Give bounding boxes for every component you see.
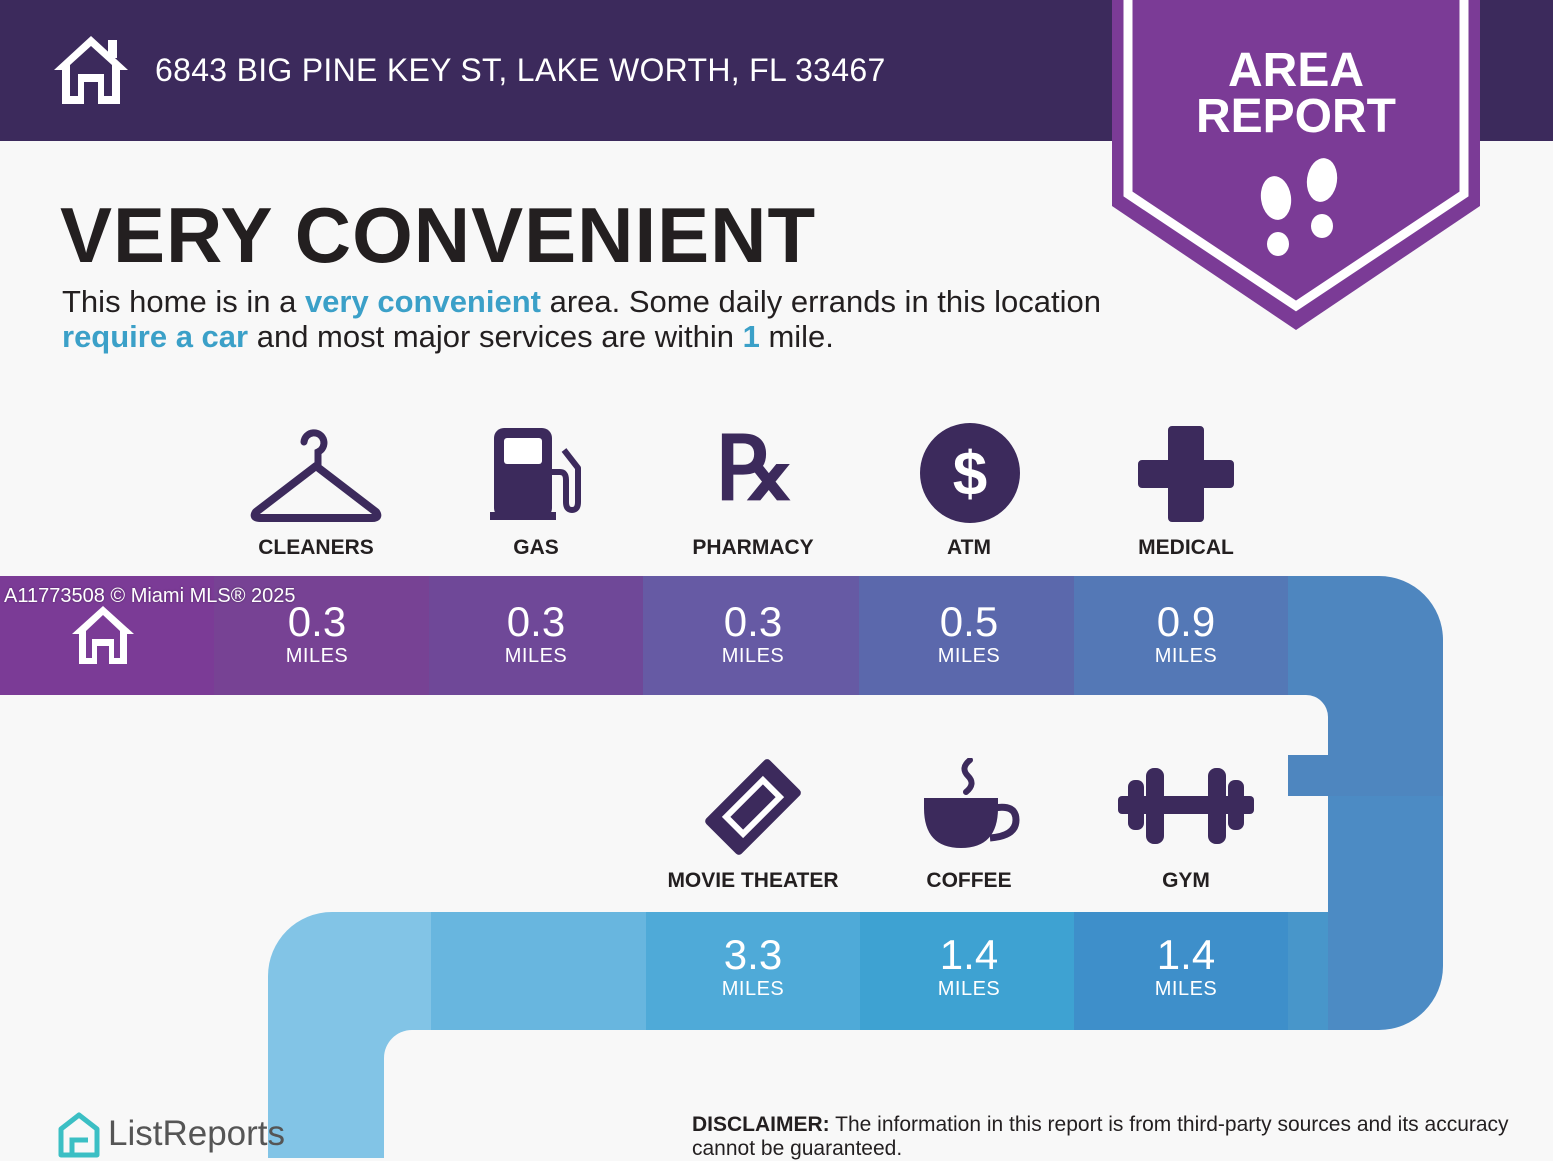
path-segment [646, 912, 860, 1030]
headline: VERY CONVENIENT [60, 191, 817, 279]
label-pharmacy: PHARMACY [692, 536, 814, 559]
path-segment [1288, 912, 1328, 1030]
svg-text:$: $ [953, 440, 987, 509]
disclaimer: DISCLAIMER: The information in this repo… [692, 1113, 1509, 1160]
area-report-badge [1112, 0, 1480, 330]
home-marker-icon [72, 606, 134, 664]
distance-coffee: 1.4 MILES [937, 931, 1001, 1001]
badge-line2: REPORT [1195, 90, 1396, 143]
description: This home is in a very convenient area. … [62, 284, 1101, 354]
dumbbell-icon [1118, 768, 1254, 844]
label-medical: MEDICAL [1138, 536, 1234, 559]
medical-cross-icon [1138, 426, 1234, 522]
footprints-icon [1260, 158, 1338, 256]
path-segment [214, 576, 429, 695]
path-segment [1074, 576, 1288, 695]
distance-movie-theater: 3.3 MILES [721, 931, 785, 1001]
label-coffee: COFFEE [926, 869, 1012, 892]
path-corner-inner [1288, 695, 1328, 755]
listreports-logo-icon [58, 1112, 100, 1158]
path-right-vertical [1328, 796, 1443, 1030]
listreports-logo-text: ListReports [108, 1114, 286, 1153]
path-segment [860, 912, 1074, 1030]
house-icon [54, 36, 128, 104]
label-gym: GYM [1162, 869, 1210, 892]
badge-line1: AREA [1227, 44, 1364, 97]
path-segment [429, 576, 643, 695]
rx-icon: ℞ [716, 416, 795, 520]
distance-pharmacy: 0.3 MILES [721, 598, 785, 668]
label-cleaners: CLEANERS [258, 536, 374, 559]
path-segment [643, 576, 859, 695]
distance-gym: 1.4 MILES [1154, 931, 1218, 1001]
distance-cleaners: 0.3 MILES [285, 598, 349, 668]
gas-pump-icon [490, 428, 581, 520]
path-corner-inner [384, 1030, 431, 1158]
path-corner-top [1288, 576, 1443, 796]
ticket-icon [705, 759, 801, 855]
distance-atm: 0.5 MILES [937, 598, 1001, 668]
area-report-title: AREA REPORT [1112, 44, 1480, 143]
coffee-cup-icon [924, 758, 1020, 848]
label-movie-theater: MOVIE THEATER [667, 869, 839, 892]
path-segment [859, 576, 1074, 695]
path-segment [1074, 912, 1288, 1030]
property-address: 6843 BIG PINE KEY ST, LAKE WORTH, FL 334… [155, 52, 886, 88]
dollar-icon: $ [920, 423, 1020, 523]
distance-medical: 0.9 MILES [1154, 598, 1218, 668]
label-atm: ATM [947, 536, 991, 559]
mls-watermark: A11773508 © Miami MLS® 2025 [4, 585, 296, 607]
path-segment [431, 912, 646, 1030]
distance-gas: 0.3 MILES [504, 598, 568, 668]
label-gas: GAS [513, 536, 559, 559]
hanger-icon [250, 429, 382, 522]
